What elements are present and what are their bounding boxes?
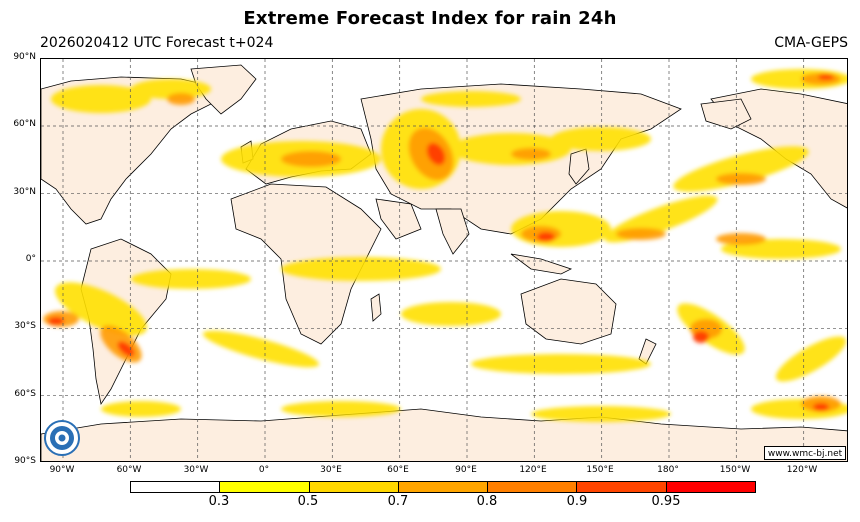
- lat-label-60n: 60°N: [13, 119, 36, 129]
- colorbar-segment-5: [577, 482, 667, 492]
- colorbar-tick-4: 0.9: [566, 494, 588, 509]
- lat-label-90n: 90°N: [13, 52, 36, 62]
- lon-label-150w: 150°W: [719, 465, 751, 475]
- lon-label-120w: 120°W: [786, 465, 818, 475]
- grid-lines: [41, 59, 847, 461]
- australia: [520, 278, 617, 345]
- lon-label-30e: 30°E: [320, 465, 342, 475]
- colorbar-segment-4: [488, 482, 578, 492]
- lat-label-30s: 30°S: [14, 321, 36, 331]
- lat-label-0: 0°: [25, 254, 36, 264]
- lon-label-120e: 120°E: [519, 465, 547, 475]
- colorbar-tick-0: 0.3: [208, 494, 230, 509]
- credit-label: www.wmc-bj.net: [764, 446, 846, 460]
- lon-label-180: 180°: [657, 465, 679, 475]
- arabia: [375, 198, 422, 240]
- lon-label-30w: 30°W: [183, 465, 209, 475]
- indonesia: [510, 253, 573, 275]
- lon-label-60e: 60°E: [387, 465, 409, 475]
- colorbar: [130, 481, 756, 493]
- chart-title: Extreme Forecast Index for rain 24h: [243, 8, 617, 29]
- alaska: [700, 98, 752, 130]
- north-america: [41, 76, 217, 225]
- model-name: CMA-GEPS: [774, 35, 848, 51]
- colorbar-tick-3: 0.8: [476, 494, 498, 509]
- lat-label-60s: 60°S: [14, 389, 36, 399]
- efi-map: [41, 59, 847, 461]
- forecast-run-info: 2026020412 UTC Forecast t+024: [40, 35, 274, 51]
- colorbar-segment-0: [131, 482, 221, 492]
- lat-label-90s: 90°S: [14, 456, 36, 466]
- colorbar-segment-1: [220, 482, 310, 492]
- colorbar-segment-6: [666, 482, 755, 492]
- india: [435, 208, 470, 255]
- lon-label-150e: 150°E: [586, 465, 614, 475]
- efi-field-layer: [43, 69, 847, 422]
- wmc-logo-icon: [44, 420, 80, 456]
- lon-label-90e: 90°E: [455, 465, 477, 475]
- lon-label-0: 0°: [258, 465, 270, 475]
- lon-label-60w: 60°W: [116, 465, 142, 475]
- colorbar-segment-2: [309, 482, 399, 492]
- map-panel: [40, 58, 848, 462]
- lon-label-90w: 90°W: [49, 465, 75, 475]
- antarctica: [41, 408, 847, 461]
- colorbar-segment-3: [398, 482, 489, 492]
- colorbar-tick-1: 0.5: [297, 494, 319, 509]
- colorbar-tick-2: 0.7: [387, 494, 409, 509]
- colorbar-tick-5: 0.95: [651, 494, 681, 509]
- madagascar: [370, 293, 382, 322]
- lat-label-30n: 30°N: [13, 187, 36, 197]
